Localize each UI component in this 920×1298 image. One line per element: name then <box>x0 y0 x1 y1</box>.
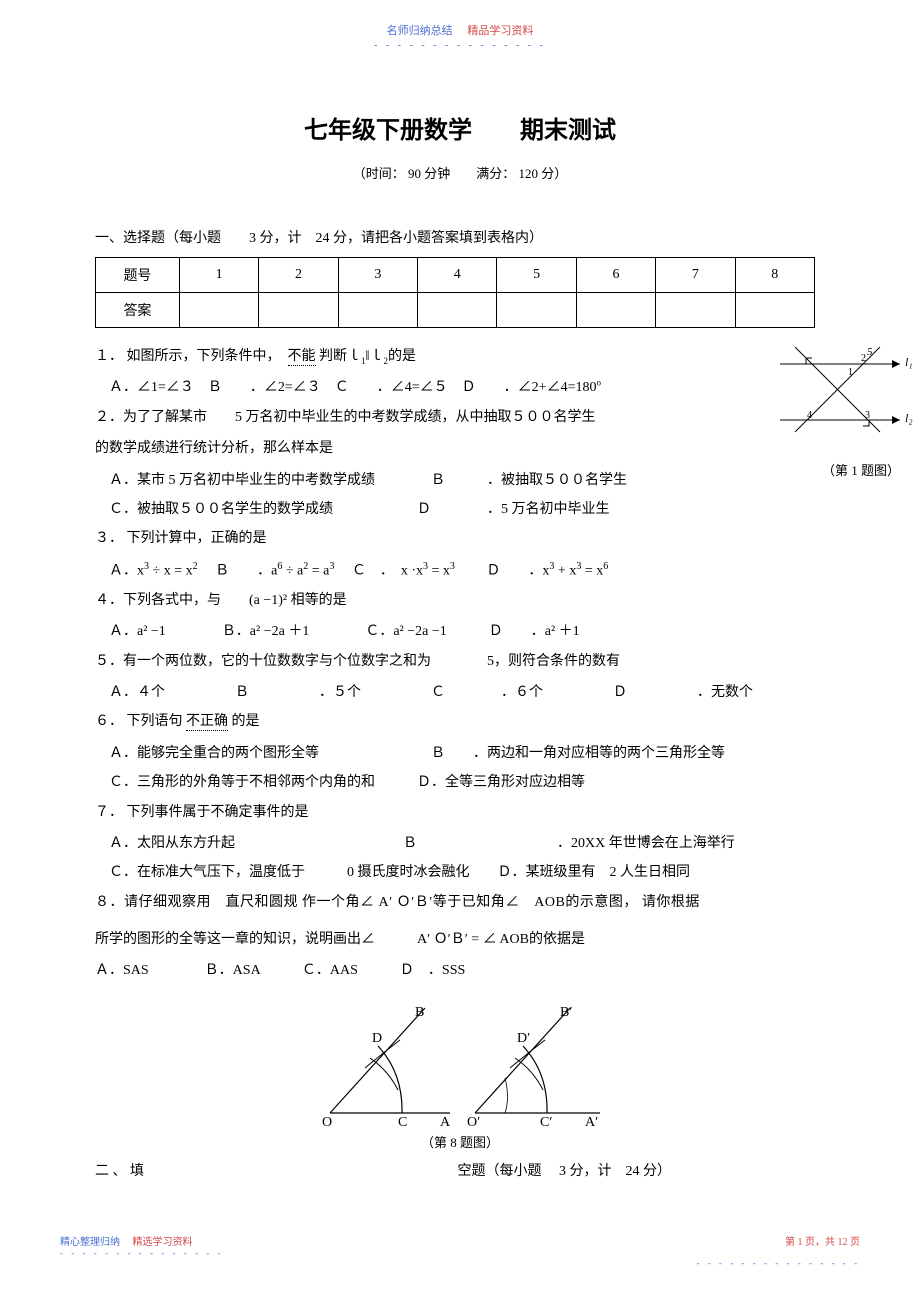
page-title: 七年级下册数学 期末测试 <box>95 110 825 145</box>
col-header: 2 <box>259 258 338 293</box>
q2-optC: Ｃ．被抽取５００名学生的数学成绩 Ｄ ．5 万名初中毕业生 <box>109 495 825 524</box>
footer-right: 第 1 页，共 12 页 <box>785 1233 860 1248</box>
q6-text-a: ６． 下列语句 <box>95 714 186 729</box>
svg-text:l₁: l₁ <box>905 355 913 369</box>
svg-text:3: 3 <box>865 410 870 421</box>
col-header: 5 <box>497 258 576 293</box>
svg-text:D: D <box>372 1031 382 1046</box>
answer-cell[interactable] <box>179 293 258 328</box>
main-content: 七年级下册数学 期末测试 （时间： 90 分钟 满分： 120 分） 一、选择题… <box>95 110 825 1186</box>
answer-cell[interactable] <box>576 293 655 328</box>
q8-diagram: O C A D B O′ C′ A′ D′ B′ <box>310 998 610 1128</box>
row-label: 答案 <box>96 293 180 328</box>
answer-cell[interactable] <box>338 293 417 328</box>
q1: １． 如图所示，下列条件中， 不能 判断ｌ1‖ｌ2的是 5 2 1 4 3 l₁… <box>95 342 825 371</box>
q3-opts: Ａ．x3 ÷ x = x2 Ｂ ．a6 ÷ a2 = a3 Ｃ ． x ·x3 … <box>109 556 825 586</box>
q4-opts: Ａ．a² −1 Ｂ．a² −2a ＋1 Ｃ．a² −2a −1 Ｄ ．a² ＋1 <box>109 617 825 646</box>
answer-cell[interactable] <box>259 293 338 328</box>
section1-heading: 一、选择题（每小题 3 分，计 24 分，请把各小题答案填到表格内） <box>95 227 825 247</box>
footer-dots-left: - - - - - - - - - - - - - - - <box>60 1248 223 1258</box>
q1-text-d: ‖ｌ <box>366 349 384 364</box>
q6-text-c: 的是 <box>228 714 260 729</box>
section2-heading: 二 、 填 空题（每小题 3 分，计 24 分） <box>95 1157 825 1186</box>
q1-text-b: 不能 <box>288 349 316 366</box>
col-header: 1 <box>179 258 258 293</box>
q6-text-b: 不正确 <box>186 714 228 731</box>
answer-cell[interactable] <box>656 293 735 328</box>
q5-text: ５．有一个两位数，它的十位数数字与个位数字之和为 5，则符合条件的数有 <box>95 647 825 676</box>
q8-text: ８．请仔细观察用 直尺和圆规 作一个角∠ A′ Ｏ′Ｂ′等于已知角∠ AOB的示… <box>95 888 825 917</box>
answer-table: 题号 1 2 3 4 5 6 7 8 答案 <box>95 257 815 328</box>
q1-text-c: 判断ｌ <box>316 349 362 364</box>
answer-cell[interactable] <box>735 293 814 328</box>
page-footer: 精心整理归纳 精选学习资料 第 1 页，共 12 页 - - - - - - -… <box>60 1233 860 1268</box>
footer-left-red: 精选学习资料 <box>133 1237 193 1248</box>
col-header: 6 <box>576 258 655 293</box>
q5-opts: Ａ．４个 Ｂ ．５个 Ｃ ．６个 Ｄ ．无数个 <box>109 678 825 707</box>
q3-text: ３． 下列计算中，正确的是 <box>95 524 825 553</box>
row-label: 题号 <box>96 258 180 293</box>
svg-text:B′: B′ <box>560 1005 572 1020</box>
svg-text:1: 1 <box>848 367 853 378</box>
q8-opts: Ａ．SAS Ｂ．ASA Ｃ．AAS Ｄ ．SSS <box>95 956 825 985</box>
svg-text:2: 2 <box>861 353 866 364</box>
svg-text:B: B <box>415 1005 424 1020</box>
col-header: 8 <box>735 258 814 293</box>
q4-text: ４．下列各式中，与 (a −1)² 相等的是 <box>95 586 825 615</box>
svg-text:O: O <box>322 1115 332 1128</box>
svg-text:A: A <box>440 1115 451 1128</box>
svg-text:O′: O′ <box>467 1115 480 1128</box>
page-header: 名师归纳总结 精品学习资料 - - - - - - - - - - - - - … <box>0 22 920 51</box>
q6-optC: Ｃ．三角形的外角等于不相邻两个内角的和 Ｄ．全等三角形对应边相等 <box>109 768 825 797</box>
col-header: 4 <box>418 258 497 293</box>
q8-caption: （第 8 题图） <box>95 1132 825 1151</box>
q1-text-e: 的是 <box>388 349 416 364</box>
header-dots: - - - - - - - - - - - - - - - <box>0 40 920 51</box>
svg-text:C′: C′ <box>540 1115 552 1128</box>
q7-text: ７． 下列事件属于不确定事件的是 <box>95 798 825 827</box>
q2-optA: Ａ．某市 5 万名初中毕业生的中考数学成绩 Ｂ ．被抽取５００名学生 <box>109 466 825 495</box>
q1-opts: Ａ．∠1=∠３ Ｂ ．∠2=∠３ Ｃ ．∠4=∠５ Ｄ ．∠2+∠4=180o <box>109 373 825 402</box>
q2-line2: 的数学成绩进行统计分析，那么样本是 <box>95 434 825 463</box>
col-header: 3 <box>338 258 417 293</box>
q6-optA: Ａ．能够完全重合的两个图形全等 Ｂ ．两边和一角对应相等的两个三角形全等 <box>109 739 825 768</box>
svg-text:D′: D′ <box>517 1031 530 1046</box>
svg-text:5: 5 <box>867 346 873 358</box>
col-header: 7 <box>656 258 735 293</box>
page-subtitle: （时间： 90 分钟 满分： 120 分） <box>95 163 825 182</box>
answer-cell[interactable] <box>497 293 576 328</box>
q8-line2: 所学的图形的全等这一章的知识，说明画出∠ A′ Ｏ′Ｂ′ = ∠ AOB的依据是 <box>95 925 825 954</box>
q6: ６． 下列语句 不正确 的是 <box>95 707 825 736</box>
footer-dots-right: - - - - - - - - - - - - - - - <box>697 1258 860 1268</box>
q7-optC: Ｃ．在标准大气压下，温度低于 0 摄氏度时冰会融化 Ｄ．某班级里有 2 人生日相… <box>109 858 825 887</box>
svg-text:l₂: l₂ <box>905 411 913 425</box>
header-right: 精品学习资料 <box>467 25 533 37</box>
footer-left-blue: 精心整理归纳 <box>60 1237 120 1248</box>
header-left: 名师归纳总结 <box>387 25 453 37</box>
q1-text-a: １． 如图所示，下列条件中， <box>95 349 288 364</box>
q7-optA: Ａ．太阳从东方升起 Ｂ ．20XX 年世博会在上海举行 <box>109 829 825 858</box>
q2-line1: ２．为了了解某市 5 万名初中毕业生的中考数学成绩，从中抽取５００名学生 <box>95 403 825 432</box>
svg-text:A′: A′ <box>585 1115 598 1128</box>
svg-text:C: C <box>398 1115 407 1128</box>
section2-right: 空题（每小题 3 分，计 24 分） <box>458 1157 672 1186</box>
section2-left: 二 、 填 <box>95 1157 144 1186</box>
q1-caption: （第 1 题图） <box>822 457 900 484</box>
answer-cell[interactable] <box>418 293 497 328</box>
